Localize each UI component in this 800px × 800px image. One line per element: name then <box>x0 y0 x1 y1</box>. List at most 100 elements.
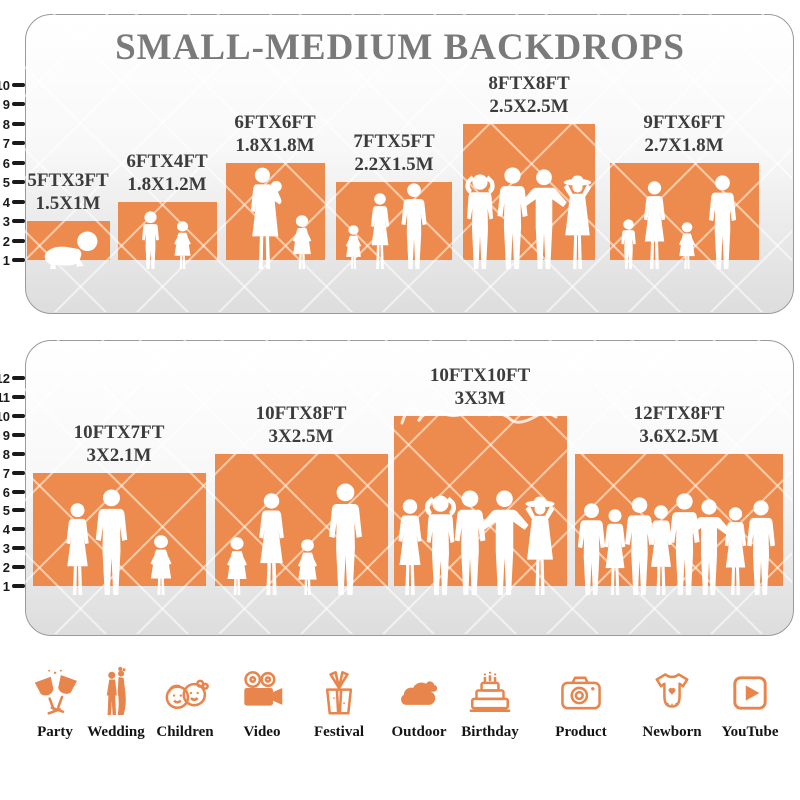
tick-mark <box>12 490 25 494</box>
y-axis-tick-label: 4 <box>2 194 10 210</box>
y-axis-tick-label: 1 <box>2 578 10 594</box>
youtube-icon <box>733 676 767 710</box>
y-axis-tick-label: 8 <box>2 116 10 132</box>
y-axis-tick-label: 3 <box>2 213 10 229</box>
category-label: Newborn <box>642 724 702 740</box>
y-axis-tick: 10 <box>0 408 25 424</box>
y-axis-tick: 8 <box>0 116 25 132</box>
tick-mark <box>12 565 25 569</box>
silhouette-man <box>401 183 427 269</box>
category-label: Product <box>555 724 607 740</box>
y-axis-tick-label: 7 <box>2 465 10 481</box>
product-icon <box>561 676 601 710</box>
y-axis-tick: 1 <box>0 578 25 594</box>
silhouette-woman <box>370 193 390 269</box>
category-youtube[interactable]: YouTube <box>705 666 795 741</box>
y-axis-tick: 11 <box>0 389 25 405</box>
tick-mark <box>12 83 25 87</box>
y-axis-tick: 6 <box>0 155 25 171</box>
category-children[interactable]: Children <box>140 666 230 741</box>
tick-mark <box>12 508 25 512</box>
y-axis-tick: 5 <box>0 503 25 518</box>
silhouette-girl <box>292 215 312 269</box>
video-icon <box>244 671 283 706</box>
category-video[interactable]: Video <box>217 666 307 741</box>
tick-mark <box>12 471 25 475</box>
y-axis-tick: 7 <box>0 465 25 481</box>
y-axis-tick: 6 <box>0 484 25 500</box>
silhouette-boy <box>142 211 159 269</box>
silhouette-baby-crawl <box>44 231 98 269</box>
y-axis-tick-label: 8 <box>2 446 10 462</box>
y-axis-tick-label: 9 <box>2 427 10 443</box>
y-axis-tick-label: 11 <box>0 389 10 405</box>
silhouette-girl <box>150 535 172 595</box>
silhouette-girl <box>678 222 696 269</box>
silhouette-girl <box>174 221 191 269</box>
category-wedding[interactable]: Wedding <box>71 666 161 741</box>
y-axis-tick: 8 <box>0 446 25 462</box>
y-axis-tick: 3 <box>0 540 25 556</box>
backdrop-size-label: 9FTX6FT 2.7X1.8M <box>643 112 725 156</box>
silhouette-girl <box>345 225 362 269</box>
y-axis-tick: 2 <box>0 560 25 575</box>
birthday-icon <box>469 671 511 712</box>
category-party[interactable]: Party <box>10 666 100 741</box>
y-axis-tick: 2 <box>0 234 25 249</box>
category-label: Video <box>243 724 281 740</box>
tick-mark <box>12 122 25 126</box>
backdrop-size-label: 12FTX8FT 3.6X2.5M <box>633 403 725 447</box>
y-axis-tick-label: 7 <box>2 135 10 151</box>
category-outdoor[interactable]: Outdoor <box>374 666 464 741</box>
tick-mark <box>12 161 25 165</box>
category-festival[interactable]: Festival <box>294 666 384 741</box>
wedding-icon <box>106 666 126 715</box>
tick-mark <box>12 102 25 106</box>
silhouette-woman <box>259 493 284 595</box>
tick-mark <box>12 219 25 223</box>
category-product[interactable]: Product <box>536 666 626 741</box>
y-axis-tick-label: 5 <box>2 174 10 190</box>
backdrop-size-label: 10FTX7FT 3X2.1M <box>73 422 165 466</box>
y-axis-tick-label: 9 <box>2 96 10 112</box>
tick-mark <box>12 376 25 380</box>
children-icon <box>165 679 209 710</box>
silhouette-man <box>329 483 362 595</box>
backdrop-size-label: 10FTX8FT 3X2.5M <box>255 403 347 447</box>
silhouette-man <box>747 500 775 595</box>
category-label: Birthday <box>461 724 519 740</box>
y-axis-tick-label: 10 <box>0 77 10 93</box>
y-axis-tick-label: 12 <box>0 370 10 386</box>
category-label: Outdoor <box>391 724 447 740</box>
tick-mark <box>12 546 25 550</box>
y-axis-tick-label: 4 <box>2 521 10 537</box>
tick-mark <box>12 395 25 399</box>
y-axis-tick: 5 <box>0 174 25 190</box>
festival-icon <box>325 671 353 715</box>
y-axis-tick-label: 3 <box>2 540 10 556</box>
y-axis-tick-label: 6 <box>2 484 10 500</box>
category-label: YouTube <box>721 724 779 740</box>
backdrop-size-label: 10FTX10FT 3X3M <box>429 365 531 409</box>
outdoor-icon <box>401 681 438 705</box>
tick-mark <box>12 414 25 418</box>
silhouette-girl <box>297 539 318 595</box>
tick-mark <box>12 180 25 184</box>
y-axis-tick-label: 10 <box>0 408 10 424</box>
silhouette-woman-hat <box>525 496 555 595</box>
y-axis-tick-label: 1 <box>2 252 10 268</box>
backdrop-size-label: 8FTX8FT 2.5X2.5M <box>488 73 570 117</box>
category-label: Party <box>37 724 73 740</box>
tick-mark <box>12 452 25 456</box>
tick-mark <box>12 141 25 145</box>
y-axis-tick-label: 6 <box>2 155 10 171</box>
silhouette-man <box>708 175 737 269</box>
party-icon <box>34 669 77 715</box>
y-axis-tick: 4 <box>0 521 25 537</box>
y-axis-tick: 12 <box>0 370 25 386</box>
category-birthday[interactable]: Birthday <box>445 666 535 741</box>
y-axis-tick: 3 <box>0 213 25 229</box>
category-newborn[interactable]: Newborn <box>627 666 717 741</box>
category-label: Festival <box>314 724 364 740</box>
silhouette-girl <box>227 537 247 595</box>
